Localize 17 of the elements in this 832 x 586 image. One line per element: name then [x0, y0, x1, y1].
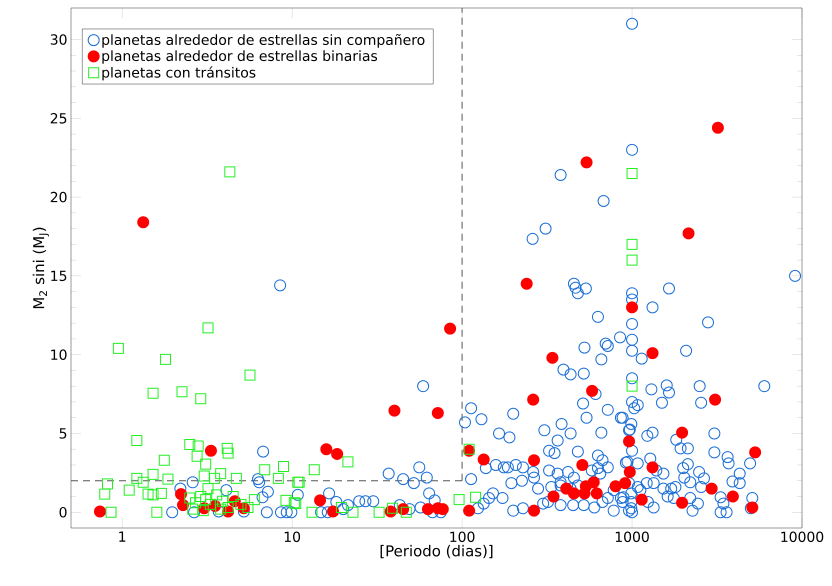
x-tick-label: 100: [450, 532, 474, 542]
y-tick-label: 20: [50, 192, 67, 202]
x-tick-label: 1000: [616, 532, 649, 542]
y-tick-label: 5: [60, 428, 66, 439]
y-tick-label: 25: [50, 113, 66, 124]
legend-label: planetas con tránsitos: [102, 66, 256, 80]
legend-label: planetas alrededor de estrellas sin compañero: [102, 34, 424, 48]
x-tick-label: 10000: [781, 532, 824, 542]
y-axis-title: M$_{2}$ sini (M$_{J}$): [32, 228, 49, 308]
y-tick-label: 10: [51, 349, 67, 360]
y-tick-label: 0: [60, 506, 67, 518]
legend-label: planetas alrededor de estrellas binarias: [102, 50, 378, 64]
x-tick-label: 10: [284, 532, 300, 542]
x-tick-label: 1: [119, 532, 126, 542]
y-tick-label: 30: [50, 34, 67, 45]
y-tick-label: 15: [51, 270, 66, 282]
x-axis-title: [Periodo (dias)]: [380, 544, 492, 558]
